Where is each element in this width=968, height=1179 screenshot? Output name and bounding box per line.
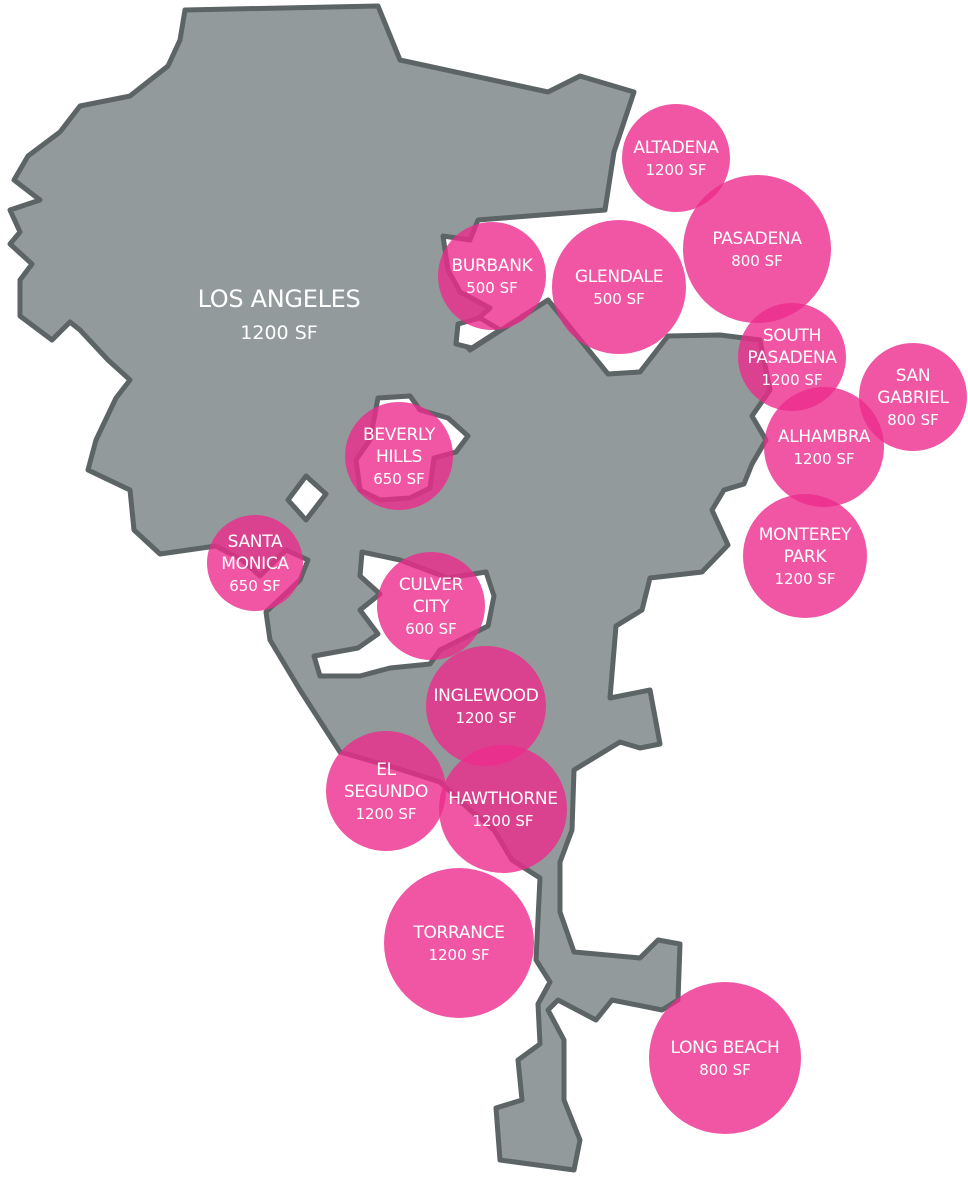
burbank-area: 500 SF xyxy=(466,279,518,297)
south-pasadena-area: 1200 SF xyxy=(761,371,822,389)
san-gabriel-name: GABRIEL xyxy=(877,388,949,408)
inglewood-area: 1200 SF xyxy=(455,709,516,727)
south-pasadena-name: PASADENA xyxy=(747,348,837,368)
alhambra-area: 1200 SF xyxy=(793,450,854,468)
glendale-circle[interactable] xyxy=(552,220,686,354)
san-gabriel-area: 800 SF xyxy=(887,411,939,429)
torrance-area: 1200 SF xyxy=(428,946,489,964)
el-segundo-area: 1200 SF xyxy=(355,805,416,823)
pasadena-circle[interactable] xyxy=(683,175,831,323)
burbank-circle[interactable] xyxy=(438,222,546,330)
glendale-name: GLENDALE xyxy=(575,267,663,287)
culver-city-area: 600 SF xyxy=(405,620,457,638)
monterey-park-area: 1200 SF xyxy=(774,570,835,588)
beverly-hills-name: BEVERLY xyxy=(363,425,436,445)
monterey-park-name: PARK xyxy=(784,547,828,567)
el-segundo-name: SEGUNDO xyxy=(344,782,428,802)
santa-monica-area: 650 SF xyxy=(229,577,281,595)
hawthorne-name: HAWTHORNE xyxy=(448,789,557,809)
pasadena-area: 800 SF xyxy=(731,252,783,270)
city-labels: ALTADENA 1200 SF PASADENA 800 SF BURBANK 500 … xyxy=(221,138,950,1079)
san-gabriel-circle[interactable] xyxy=(859,343,967,451)
inglewood-name: INGLEWOOD xyxy=(433,686,538,706)
long-beach-name: LONG BEACH xyxy=(671,1038,780,1058)
south-pasadena-name: SOUTH xyxy=(763,326,821,346)
los-angeles-label: LOS ANGELES 1200 SF xyxy=(198,285,361,344)
long-beach-area: 800 SF xyxy=(699,1061,751,1079)
santa-monica-name: MONICA xyxy=(221,554,289,574)
culver-city-circle[interactable] xyxy=(377,552,485,660)
burbank-name: BURBANK xyxy=(452,256,534,276)
hawthorne-circle[interactable] xyxy=(439,745,567,873)
santa-monica-circle[interactable] xyxy=(207,515,303,611)
south-pasadena-circle[interactable] xyxy=(738,303,846,411)
west-hollywood-cutout xyxy=(285,473,329,523)
el-segundo-name: EL xyxy=(376,760,396,780)
culver-city-name: CITY xyxy=(413,597,450,617)
san-gabriel-name: SAN xyxy=(896,366,931,386)
altadena-name: ALTADENA xyxy=(633,138,719,158)
los-angeles-area: 1200 SF xyxy=(240,322,317,344)
alhambra-name: ALHAMBRA xyxy=(778,427,871,447)
inglewood-circle[interactable] xyxy=(426,646,546,766)
el-segundo-circle[interactable] xyxy=(326,731,446,851)
torrance-circle[interactable] xyxy=(384,868,534,1018)
glendale-area: 500 SF xyxy=(593,290,645,308)
monterey-park-circle[interactable] xyxy=(743,494,867,618)
long-beach-circle[interactable] xyxy=(649,982,801,1134)
los-angeles-name: LOS ANGELES xyxy=(198,285,361,313)
pasadena-name: PASADENA xyxy=(712,229,802,249)
altadena-circle[interactable] xyxy=(622,104,730,212)
santa-monica-name: SANTA xyxy=(228,532,283,552)
culver-city-name: CULVER xyxy=(399,575,464,595)
monterey-park-name: MONTEREY xyxy=(759,525,852,545)
beverly-hills-name: HILLS xyxy=(376,447,422,467)
altadena-area: 1200 SF xyxy=(645,161,706,179)
beverly-hills-circle[interactable] xyxy=(345,402,453,510)
torrance-name: TORRANCE xyxy=(412,923,504,943)
alhambra-circle[interactable] xyxy=(764,387,884,507)
beverly-hills-area: 650 SF xyxy=(373,470,425,488)
hawthorne-area: 1200 SF xyxy=(472,812,533,830)
